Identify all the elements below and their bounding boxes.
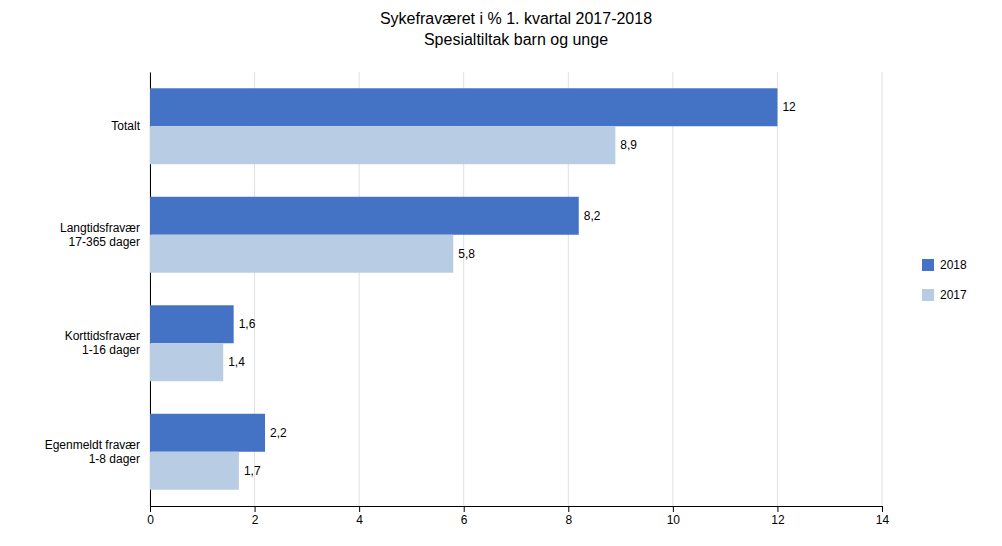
legend-swatch [922, 289, 934, 301]
bar [150, 305, 234, 343]
x-tick-label: 4 [356, 513, 363, 527]
data-label: 1,4 [228, 355, 245, 369]
title-group: Sykefraværet i % 1. kvartal 2017-2018 Spe… [380, 10, 652, 48]
x-tick-mark [150, 506, 151, 512]
legend-item: 2018 [922, 258, 967, 272]
x-axis-line [151, 507, 883, 513]
chart: Sykefraværet i % 1. kvartal 2017-2018 Spe… [0, 0, 1002, 546]
y-tick-label: Korttidsfravær1-16 dager [65, 329, 140, 357]
x-tick-label: 12 [771, 513, 785, 527]
x-tick-label: 14 [876, 513, 890, 527]
x-axis: 0 2 4 6 8 10 12 14 [147, 506, 889, 527]
data-label: 2,2 [270, 426, 287, 440]
bar [150, 235, 453, 273]
data-label: 8,9 [620, 138, 637, 152]
x-tick: 10 [667, 506, 681, 527]
x-tick: 8 [565, 506, 572, 527]
bar [150, 343, 223, 381]
legend-item: 2017 [922, 288, 967, 302]
data-label: 1,6 [239, 317, 256, 331]
x-tick-mark [359, 506, 360, 512]
grid-line [777, 72, 778, 506]
x-tick-label: 8 [565, 513, 572, 527]
x-tick-label: 6 [461, 513, 468, 527]
data-labels: 2,2 1,6 8,2 12 1,7 1,4 5,8 8,9 [228, 100, 796, 477]
bar [150, 414, 265, 452]
x-tick-label: 10 [667, 513, 681, 527]
legend: 2018 2017 [922, 258, 967, 302]
bars [150, 88, 777, 489]
x-tick-label: 0 [147, 513, 154, 527]
x-tick: 12 [771, 506, 785, 527]
y-tick-label: Langtidsfravær17-365 dager [60, 221, 140, 249]
data-label: 1,7 [244, 464, 261, 478]
subtitle: Spesialtiltak barn og unge [424, 31, 608, 48]
x-tick: 6 [461, 506, 468, 527]
x-tick: 14 [876, 506, 890, 527]
y-tick: Langtidsfravær17-365 dager [60, 221, 150, 249]
y-tick: Egenmeldt fravær1-8 dager [45, 438, 150, 466]
title: Sykefraværet i % 1. kvartal 2017-2018 [380, 10, 652, 27]
bar [150, 88, 777, 126]
x-tick-mark [882, 506, 883, 512]
plot: 0 2 4 6 8 10 12 14 Egenmeldt fravær1-8 dager Kort… [45, 72, 890, 527]
bar [150, 452, 239, 490]
x-tick-mark [777, 506, 778, 512]
x-tick: 4 [356, 506, 363, 527]
y-tick-label: Totalt [111, 119, 140, 133]
grid-line [672, 72, 673, 506]
x-tick-mark [464, 506, 465, 512]
y-tick-label: Egenmeldt fravær1-8 dager [45, 438, 140, 466]
bar [150, 197, 579, 235]
x-tick: 0 [147, 506, 154, 527]
data-label: 12 [782, 100, 796, 114]
x-tick-mark [673, 506, 674, 512]
x-tick-mark [568, 506, 569, 512]
legend-label: 2018 [940, 258, 967, 272]
grid-line [882, 72, 883, 506]
x-tick: 2 [252, 506, 259, 527]
data-label: 8,2 [584, 209, 601, 223]
y-tick: Totalt [111, 119, 150, 133]
x-tick-label: 2 [252, 513, 259, 527]
legend-label: 2017 [940, 288, 967, 302]
y-axis: Egenmeldt fravær1-8 dager Korttidsfravær1… [45, 73, 151, 507]
data-label: 5,8 [458, 247, 475, 261]
grid [150, 72, 882, 506]
y-tick: Korttidsfravær1-16 dager [65, 329, 150, 357]
legend-swatch [922, 259, 934, 271]
bar [150, 126, 615, 164]
x-tick-mark [255, 506, 256, 512]
